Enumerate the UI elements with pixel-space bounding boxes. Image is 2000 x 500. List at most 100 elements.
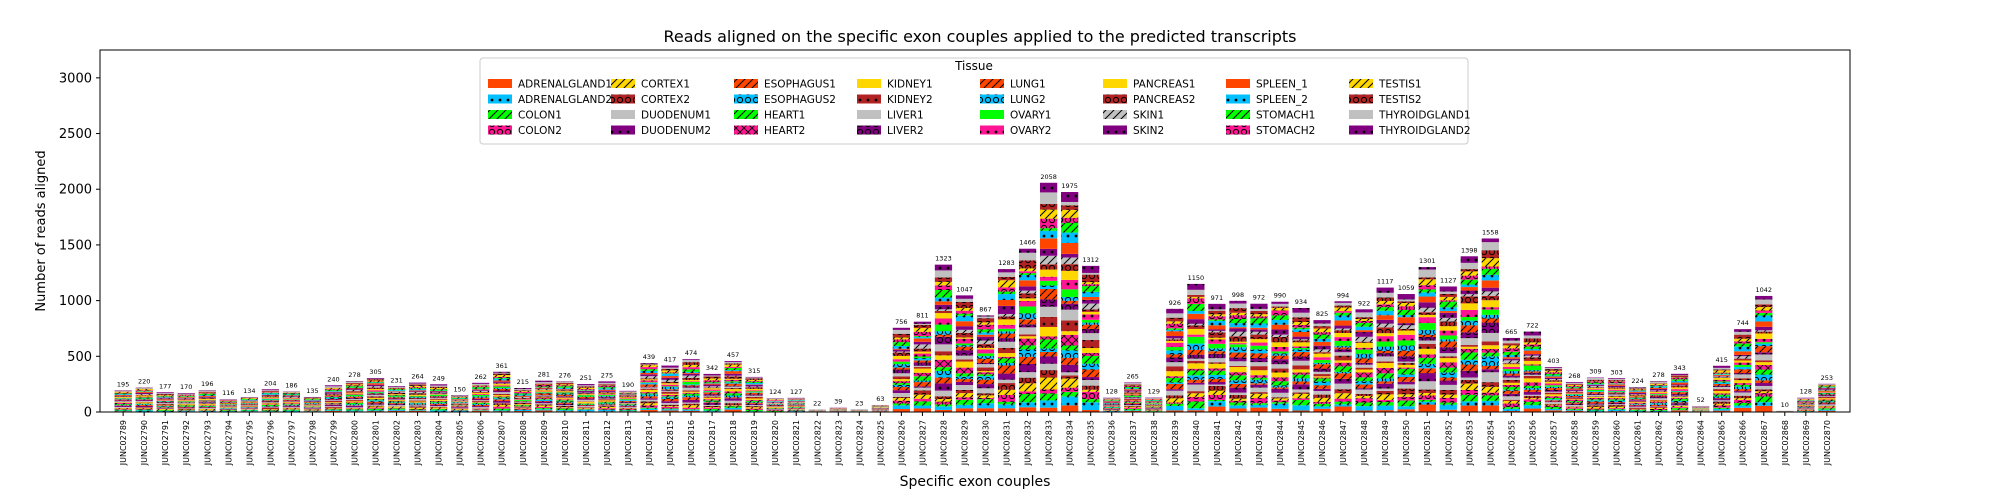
bar-segment — [1124, 400, 1142, 402]
bar-segment — [1145, 405, 1163, 407]
bar-segment — [1376, 373, 1394, 379]
bar-segment — [1166, 347, 1184, 351]
bar-segment — [1671, 406, 1689, 408]
bar-segment — [1355, 398, 1373, 403]
bar-segment — [1103, 406, 1121, 408]
legend-entry-label: OVARY1 — [1010, 110, 1052, 122]
bar-segment — [934, 264, 953, 271]
bar-segment — [451, 403, 469, 405]
bar-segment — [1671, 396, 1689, 398]
bar-segment — [1208, 394, 1226, 400]
bar-total-label: 204 — [264, 379, 276, 387]
bar-segment — [156, 394, 174, 396]
bar-segment — [1460, 269, 1478, 272]
bar-segment — [1082, 402, 1100, 410]
bar-segment — [366, 399, 385, 401]
bar-segment — [1397, 325, 1415, 329]
x-tick-label: JUNC02816 — [687, 420, 696, 466]
bar-segment — [766, 405, 784, 407]
bar-segment — [598, 381, 616, 383]
x-tick-label: JUNC02858 — [1570, 420, 1579, 466]
bar-segment — [345, 407, 364, 408]
bar-segment — [1439, 380, 1457, 385]
bar-segment — [493, 404, 511, 407]
bar-segment — [1061, 320, 1079, 332]
bar-segment — [1628, 402, 1647, 403]
bar-total-label: 215 — [517, 378, 529, 386]
bar-segment — [1334, 315, 1352, 321]
bar-segment — [1334, 330, 1352, 333]
legend-swatch — [980, 125, 1004, 135]
bar-segment — [1586, 385, 1605, 388]
bar-segment — [1018, 260, 1037, 269]
bar-segment — [1671, 392, 1689, 395]
bar-segment — [114, 404, 132, 406]
bar-segment — [1797, 397, 1815, 399]
x-tick-label: JUNC02790 — [140, 420, 149, 466]
bar-segment — [1187, 370, 1205, 376]
bar-segment — [997, 389, 1016, 395]
bar-segment — [1376, 319, 1394, 324]
bar-segment — [345, 389, 364, 392]
bar-segment — [1797, 405, 1815, 407]
bar-segment — [1292, 349, 1310, 353]
bar-segment — [577, 406, 595, 408]
bar-segment — [324, 400, 343, 401]
bar-segment — [1734, 380, 1752, 384]
bar-total-label: 811 — [916, 312, 928, 320]
bar-segment — [1250, 353, 1268, 358]
bar-segment — [1460, 279, 1478, 285]
bar-segment — [1607, 380, 1626, 382]
bar-segment — [1313, 394, 1331, 398]
bar-segment — [1187, 296, 1205, 299]
bar-segment — [619, 404, 637, 406]
bar-segment — [577, 385, 595, 387]
bar-segment — [1166, 395, 1184, 399]
bar-segment — [451, 397, 469, 399]
bar-segment — [1523, 401, 1542, 406]
bar-segment — [514, 404, 532, 405]
bar-segment — [913, 368, 932, 373]
bar-segment — [577, 405, 595, 407]
bar-segment — [282, 399, 301, 400]
legend-entry-label: OVARY2 — [1010, 125, 1052, 137]
bar-segment — [1082, 309, 1100, 312]
bar-segment — [1334, 332, 1352, 338]
bar-segment — [577, 384, 595, 386]
bar-segment — [1586, 389, 1605, 390]
bar-segment — [1313, 359, 1331, 363]
bar-segment — [1039, 238, 1058, 249]
bar-segment — [261, 390, 279, 391]
bar-segment — [703, 397, 721, 400]
bar-segment — [114, 398, 132, 400]
legend-entry-label: STOMACH2 — [1256, 125, 1315, 137]
bar-segment — [408, 402, 427, 404]
bar-segment — [1397, 394, 1415, 397]
bar-segment — [1334, 345, 1352, 348]
bar-segment — [766, 406, 784, 407]
bar-segment — [1082, 340, 1100, 349]
bar-segment — [640, 384, 658, 387]
x-tick-label: JUNC02828 — [939, 420, 948, 466]
bar-segment — [1292, 399, 1310, 406]
bar-segment — [1187, 310, 1205, 314]
bar-segment — [472, 404, 490, 407]
bar-total-label: 2058 — [1040, 173, 1057, 181]
bar-segment — [1523, 370, 1542, 372]
bar-segment — [1334, 373, 1352, 379]
bar-segment — [198, 401, 216, 402]
bar-segment — [1565, 398, 1584, 399]
bar-segment — [1397, 340, 1415, 346]
bar-segment — [1376, 353, 1394, 357]
bar-segment — [577, 391, 595, 393]
bar-segment — [766, 404, 784, 405]
bar-segment — [1565, 408, 1584, 410]
bar-segment — [1755, 391, 1773, 394]
bar-segment — [1313, 341, 1331, 346]
bar-segment — [1187, 336, 1205, 344]
bar-segment — [1208, 358, 1226, 363]
bar-segment — [556, 407, 574, 409]
bar-segment — [745, 398, 763, 400]
bar-segment — [303, 402, 322, 404]
bar-segment — [1082, 282, 1100, 285]
